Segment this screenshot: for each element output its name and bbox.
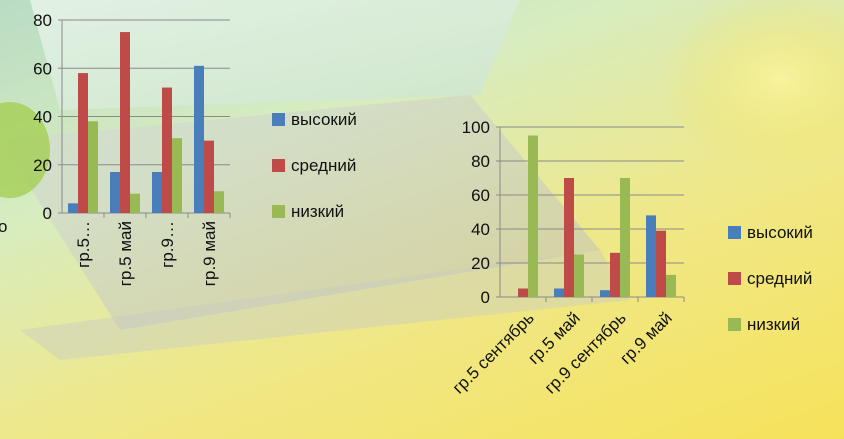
laptop-keyboard xyxy=(0,95,600,330)
left-y-tick-label: 0 xyxy=(43,204,52,223)
left-bar-низкий xyxy=(130,193,140,213)
right-y-tick-label: 20 xyxy=(471,254,490,273)
leaf-shape xyxy=(0,102,50,198)
laptop-edge xyxy=(20,250,630,360)
right-y-tick-label: 80 xyxy=(471,152,490,171)
right-bar-средний xyxy=(656,230,666,297)
left-bar-низкий xyxy=(214,191,224,213)
right-bar-низкий xyxy=(528,135,538,297)
right-legend-swatch xyxy=(728,226,741,239)
glow-shape xyxy=(660,0,844,170)
left-legend-label: низкий xyxy=(291,202,344,221)
right-legend-label: высокий xyxy=(747,223,813,242)
right-y-tick-label: 100 xyxy=(462,118,490,137)
right-bar-средний xyxy=(564,178,574,297)
left-bar-средний xyxy=(78,73,88,213)
right-axis-labels: 0 20 40 60 80 100 xyxy=(462,118,490,307)
left-legend-label: средний xyxy=(291,156,356,175)
left-legend-label: высокий xyxy=(291,110,357,129)
left-bar-низкий xyxy=(88,121,98,213)
left-bar-высокий xyxy=(194,65,204,214)
right-legend-swatch xyxy=(728,272,741,285)
left-y-tick-label: 20 xyxy=(33,156,52,175)
left-y-tick-label: 60 xyxy=(33,59,52,78)
left-bar-средний xyxy=(204,140,214,213)
left-category-label: гр.5 май xyxy=(116,221,135,286)
left-legend-swatch xyxy=(272,113,285,126)
right-y-tick-label: 0 xyxy=(481,288,490,307)
right-bar-высокий xyxy=(646,215,656,297)
right-bars xyxy=(518,135,676,297)
right-legend: высокий средний низкий xyxy=(728,223,813,334)
right-legend-swatch xyxy=(728,318,741,331)
left-axis-labels: 0 20 40 60 80 xyxy=(33,11,52,223)
right-legend-label: низкий xyxy=(747,315,800,334)
right-bar-высокий xyxy=(554,288,564,297)
right-bar-низкий xyxy=(620,178,630,297)
left-bar-средний xyxy=(162,87,172,213)
left-category-label: гр.9… xyxy=(158,221,177,268)
left-category-label: гр.5… xyxy=(74,221,93,268)
laptop-screen xyxy=(30,0,520,110)
left-bar-средний xyxy=(120,32,130,213)
left-category-labels: гр.5… гр.5 май гр.9… гр.9 май xyxy=(74,221,219,286)
left-bar-высокий xyxy=(152,171,162,213)
right-y-tick-label: 40 xyxy=(471,220,490,239)
background-letter: о xyxy=(0,217,7,236)
right-bar-средний xyxy=(610,252,620,297)
left-y-tick-label: 80 xyxy=(33,11,52,30)
left-legend-swatch xyxy=(272,159,285,172)
left-legend: высокий средний низкий xyxy=(272,110,357,221)
right-bar-высокий xyxy=(600,290,610,297)
left-bars xyxy=(68,32,224,214)
right-bar-средний xyxy=(518,288,528,297)
right-bar-низкий xyxy=(574,254,584,297)
right-y-tick-label: 60 xyxy=(471,186,490,205)
left-y-tick-label: 40 xyxy=(33,108,52,127)
left-bar-высокий xyxy=(110,171,120,213)
left-legend-swatch xyxy=(272,205,285,218)
left-bar-низкий xyxy=(172,138,182,213)
left-category-label: гр.9 май xyxy=(200,221,219,286)
left-bar-высокий xyxy=(68,203,78,213)
right-legend-label: средний xyxy=(747,269,812,288)
right-bar-низкий xyxy=(666,274,676,297)
